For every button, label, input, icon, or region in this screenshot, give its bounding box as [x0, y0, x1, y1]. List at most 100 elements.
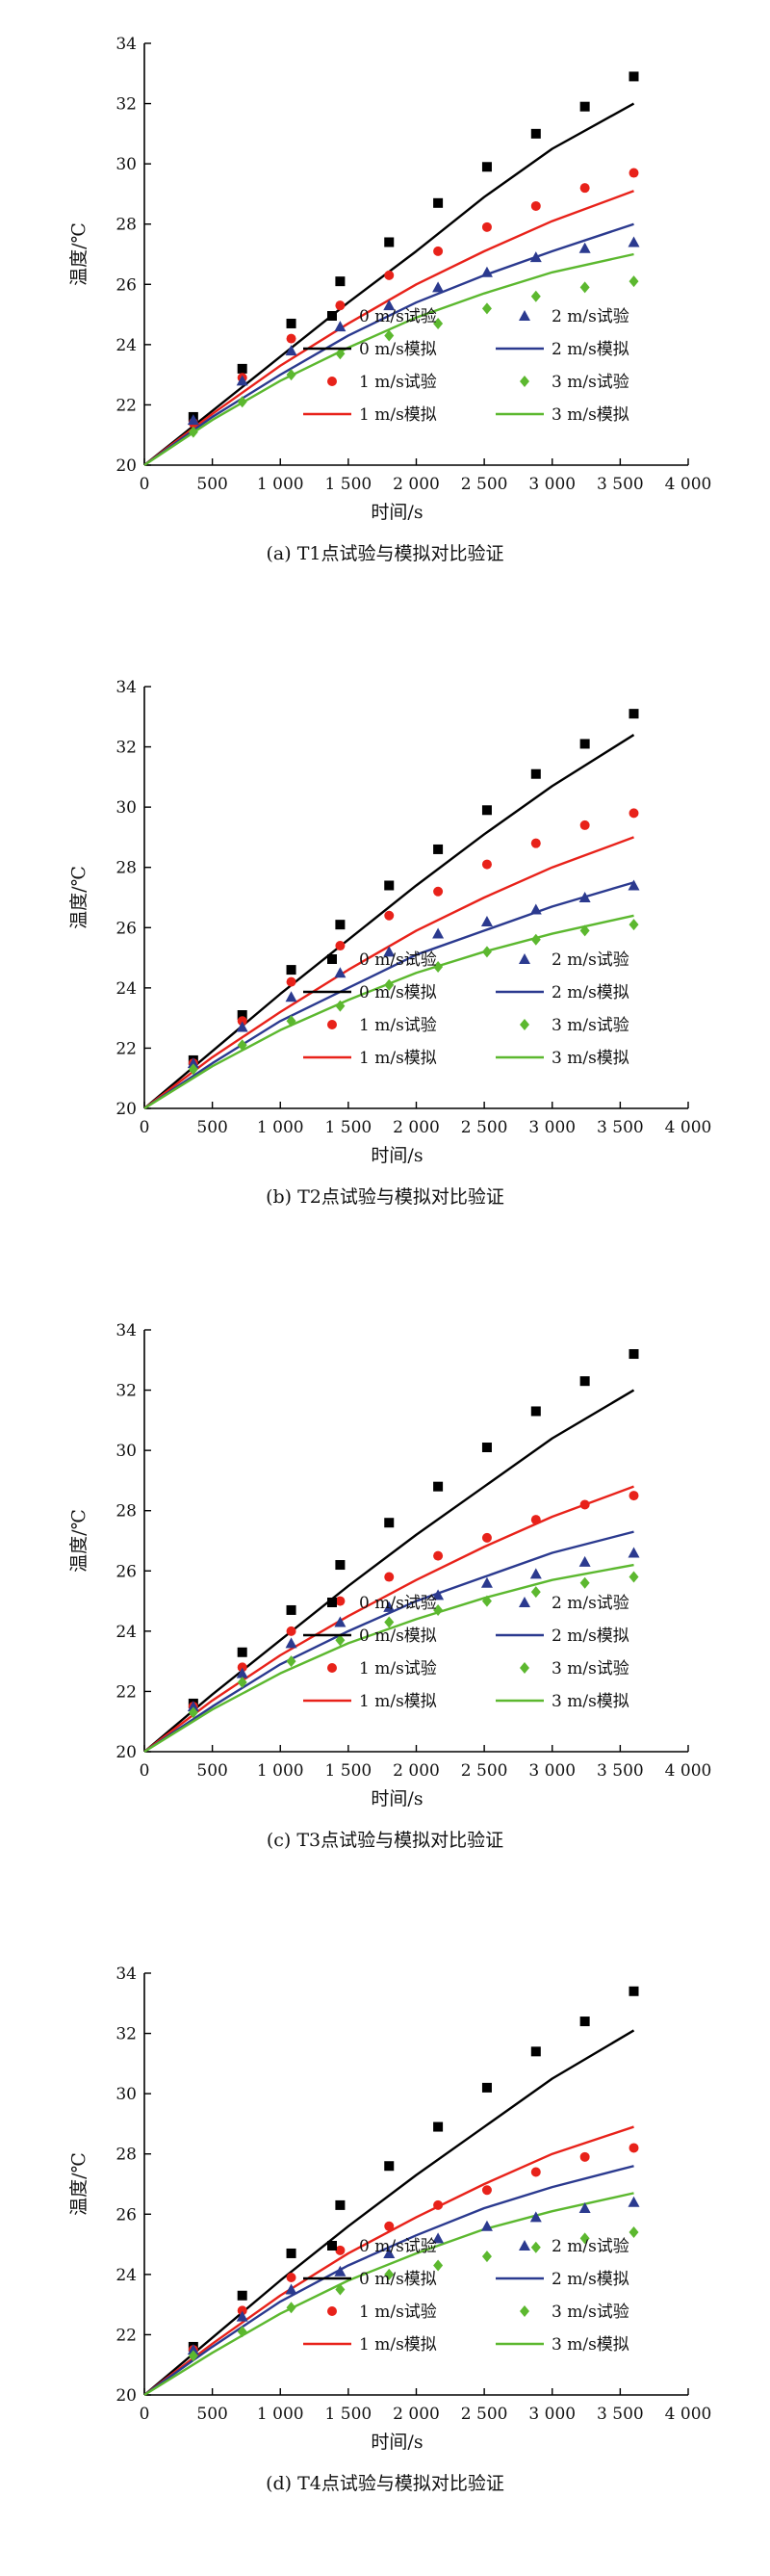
data-point-square — [384, 2161, 395, 2172]
data-point-square — [286, 965, 296, 976]
legend-marker-swatch — [520, 2305, 529, 2317]
data-point-square — [286, 2248, 296, 2258]
data-point-square — [237, 2290, 247, 2301]
legend-marker-swatch — [327, 1663, 337, 1673]
y-tick-label: 32 — [116, 2025, 137, 2044]
x-tick-label: 1 500 — [325, 1118, 372, 1137]
data-point-square — [237, 1010, 247, 1021]
data-point-circle — [433, 2199, 444, 2210]
data-point-triangle — [628, 2196, 640, 2207]
data-point-triangle — [480, 916, 493, 927]
legend-marker-swatch — [519, 1597, 530, 1607]
x-tick-label: 2 000 — [393, 475, 440, 494]
data-point-triangle — [628, 236, 640, 247]
y-axis-label: 温度/℃ — [68, 1509, 90, 1573]
y-tick-label: 22 — [116, 2326, 137, 2345]
legend-label: 2 m/s模拟 — [552, 2270, 629, 2289]
x-axis-label: 时间/s — [371, 1788, 423, 1809]
data-point-circle — [237, 1016, 247, 1027]
y-axis-label: 温度/℃ — [68, 222, 90, 286]
series-line-5 — [143, 734, 635, 1109]
y-tick-label: 34 — [116, 678, 137, 697]
y-tick-label: 34 — [116, 35, 137, 54]
x-tick-label: 3 000 — [528, 1118, 576, 1137]
data-point-square — [579, 101, 590, 112]
y-tick-label: 30 — [116, 798, 137, 818]
legend-label: 0 m/s模拟 — [359, 1626, 437, 1646]
legend-label: 1 m/s试验 — [359, 2303, 437, 2322]
x-tick-label: 500 — [196, 1761, 227, 1781]
data-point-square — [237, 363, 247, 374]
data-point-diamond — [237, 2326, 247, 2338]
legend-label: 1 m/s模拟 — [359, 405, 437, 425]
y-tick-label: 30 — [116, 2085, 137, 2104]
series-line-8 — [143, 2192, 634, 2397]
y-tick-label: 30 — [116, 155, 137, 174]
data-point-square — [481, 805, 492, 816]
legend-label: 3 m/s模拟 — [552, 2335, 629, 2355]
legend-marker-swatch — [327, 2306, 337, 2316]
data-point-diamond — [335, 348, 346, 360]
data-point-square — [237, 1647, 247, 1657]
x-tick-label: 2 500 — [461, 475, 508, 494]
series-line-6 — [143, 2125, 634, 2396]
data-point-triangle — [285, 2283, 297, 2295]
data-point-triangle — [578, 242, 591, 253]
data-point-square — [286, 318, 296, 328]
chart-caption: (d) T4点试验与模拟对比验证 — [266, 2473, 504, 2494]
data-point-square — [629, 71, 639, 82]
data-point-circle — [433, 246, 444, 256]
data-point-diamond — [188, 1063, 198, 1076]
legend-label: 0 m/s试验 — [359, 1594, 437, 1613]
legend-marker-swatch — [520, 1662, 529, 1674]
data-point-triangle — [480, 266, 493, 277]
series-line-5 — [143, 1389, 635, 1753]
data-point-square — [384, 237, 395, 247]
data-point-diamond — [188, 426, 198, 438]
legend-label: 0 m/s试验 — [359, 2237, 437, 2256]
y-tick-label: 26 — [116, 275, 137, 295]
x-tick-label: 1 500 — [325, 475, 372, 494]
series-line-8 — [143, 1563, 634, 1754]
data-point-triangle — [236, 2310, 248, 2322]
data-point-circle — [629, 1491, 639, 1501]
series-line-6 — [143, 836, 634, 1109]
legend-label: 0 m/s模拟 — [359, 983, 437, 1002]
data-point-triangle — [383, 946, 396, 957]
data-point-circle — [629, 808, 639, 819]
legend-label: 2 m/s试验 — [552, 2237, 629, 2256]
chart-panel-4: 0 500 1 000 1 500 2 000 2 500 3 000 3 500 4 000 2… — [68, 1965, 711, 2494]
x-tick-label: 0 — [140, 2405, 150, 2424]
data-point-square — [384, 880, 395, 891]
series-line-7 — [143, 2165, 634, 2396]
y-tick-label: 28 — [116, 216, 137, 235]
legend-label: 3 m/s模拟 — [552, 405, 629, 425]
y-tick-label: 34 — [116, 1321, 137, 1340]
series-line-6 — [143, 190, 634, 466]
x-tick-label: 0 — [140, 475, 150, 494]
data-point-diamond — [286, 1015, 296, 1028]
legend-marker-swatch — [520, 1019, 529, 1030]
data-point-circle — [629, 2143, 639, 2153]
data-point-diamond — [481, 302, 492, 315]
legend-label: 0 m/s试验 — [359, 950, 437, 970]
data-point-triangle — [529, 1568, 542, 1579]
data-point-diamond — [384, 1616, 395, 1628]
data-point-diamond — [384, 978, 395, 991]
series-line-7 — [143, 1530, 634, 1753]
legend-label: 0 m/s模拟 — [359, 340, 437, 359]
chart-panel-3: 0 500 1 000 1 500 2 000 2 500 3 000 3 500 4 000 2… — [68, 1321, 711, 1851]
data-point-circle — [481, 1532, 492, 1543]
legend-marker-swatch — [519, 310, 530, 321]
y-tick-label: 26 — [116, 1562, 137, 1581]
data-point-square — [335, 1560, 346, 1571]
legend-label: 3 m/s试验 — [552, 373, 629, 392]
data-point-circle — [384, 270, 395, 280]
y-tick-label: 22 — [116, 1039, 137, 1058]
data-point-triangle — [578, 892, 591, 902]
data-point-square — [629, 1349, 639, 1360]
x-tick-label: 500 — [196, 475, 227, 494]
data-point-square — [579, 2017, 590, 2027]
x-tick-label: 1 500 — [325, 1761, 372, 1781]
legend-marker-swatch — [520, 376, 529, 387]
